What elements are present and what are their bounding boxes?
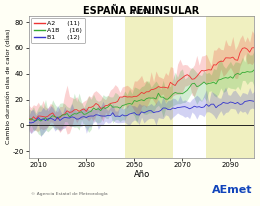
Bar (125, 16, 173, 158)
Bar (206, 16, 255, 158)
Legend: A2      (11), A1B     (16), B1      (12): A2 (11), A1B (16), B1 (12) (31, 18, 85, 43)
X-axis label: Año: Año (133, 170, 150, 179)
Text: ANUAL: ANUAL (130, 9, 153, 15)
Text: AEmet: AEmet (212, 185, 252, 194)
Text: © Agencia Estatal de Meteorología: © Agencia Estatal de Meteorología (31, 192, 108, 196)
Y-axis label: Cambio duración olas de calor (días): Cambio duración olas de calor (días) (5, 29, 11, 144)
Title: ESPAÑA PENINSULAR: ESPAÑA PENINSULAR (83, 6, 200, 16)
